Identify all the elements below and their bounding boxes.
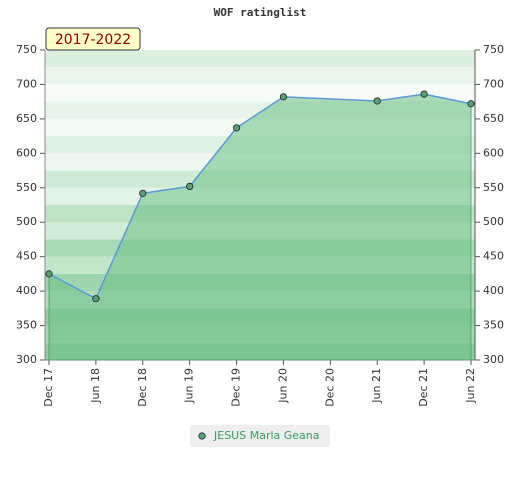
x-tick-label: Jun 21 (370, 368, 383, 404)
x-tick-label: Dec 17 (42, 368, 55, 407)
y-tick-label: 750 (16, 43, 37, 56)
y-tick-label: 450 (16, 250, 37, 263)
annotation-box (45, 27, 141, 51)
y-tick-label: 400 (16, 284, 37, 297)
y-tick-label: 550 (16, 181, 37, 194)
y-tick-label: 650 (16, 112, 37, 125)
annotation: 2017-2022 (55, 32, 131, 48)
y2-tick-label: 650 (483, 112, 504, 125)
background-band (45, 50, 475, 68)
background-band (45, 67, 475, 85)
marker (373, 97, 381, 105)
legend-box (190, 425, 330, 447)
legend-label: JESUS Marla Geana (213, 429, 320, 442)
chart-title: WOF ratinglist (214, 6, 307, 19)
marker (92, 295, 100, 303)
x-tick-label: Jun 19 (183, 368, 196, 404)
y2-tick-label: 300 (483, 353, 504, 366)
marker (467, 100, 475, 108)
x-tick-label: Jun 22 (464, 368, 477, 404)
y2-tick-label: 700 (483, 77, 504, 90)
x-tick-label: Jun 18 (89, 368, 102, 404)
y2-tick-label: 350 (483, 319, 504, 332)
y2-tick-label: 500 (483, 215, 504, 228)
y2-tick-label: 400 (483, 284, 504, 297)
y-tick-label: 600 (16, 146, 37, 159)
marker (279, 93, 288, 101)
marker (45, 270, 53, 278)
y-tick-label: 350 (16, 319, 37, 332)
background-band (45, 84, 475, 102)
y2-tick-label: 550 (483, 181, 504, 194)
x-tick-label: Dec 19 (230, 368, 243, 407)
marker (139, 189, 147, 197)
x-tick-label: Dec 18 (136, 368, 149, 407)
marker (186, 182, 194, 190)
y2-tick-label: 450 (483, 250, 504, 263)
marker (232, 124, 241, 132)
x-tick-label: Dec 21 (417, 368, 430, 407)
marker (420, 90, 428, 98)
y2-tick-label: 750 (483, 43, 504, 56)
y-tick-label: 500 (16, 215, 37, 228)
x-tick-label: Dec 20 (323, 368, 336, 407)
y2-tick-label: 600 (483, 146, 504, 159)
y-tick-label: 300 (16, 353, 37, 366)
x-tick-label: Jun 20 (276, 368, 289, 404)
y-tick-label: 700 (16, 77, 37, 90)
legend-marker (198, 432, 206, 440)
